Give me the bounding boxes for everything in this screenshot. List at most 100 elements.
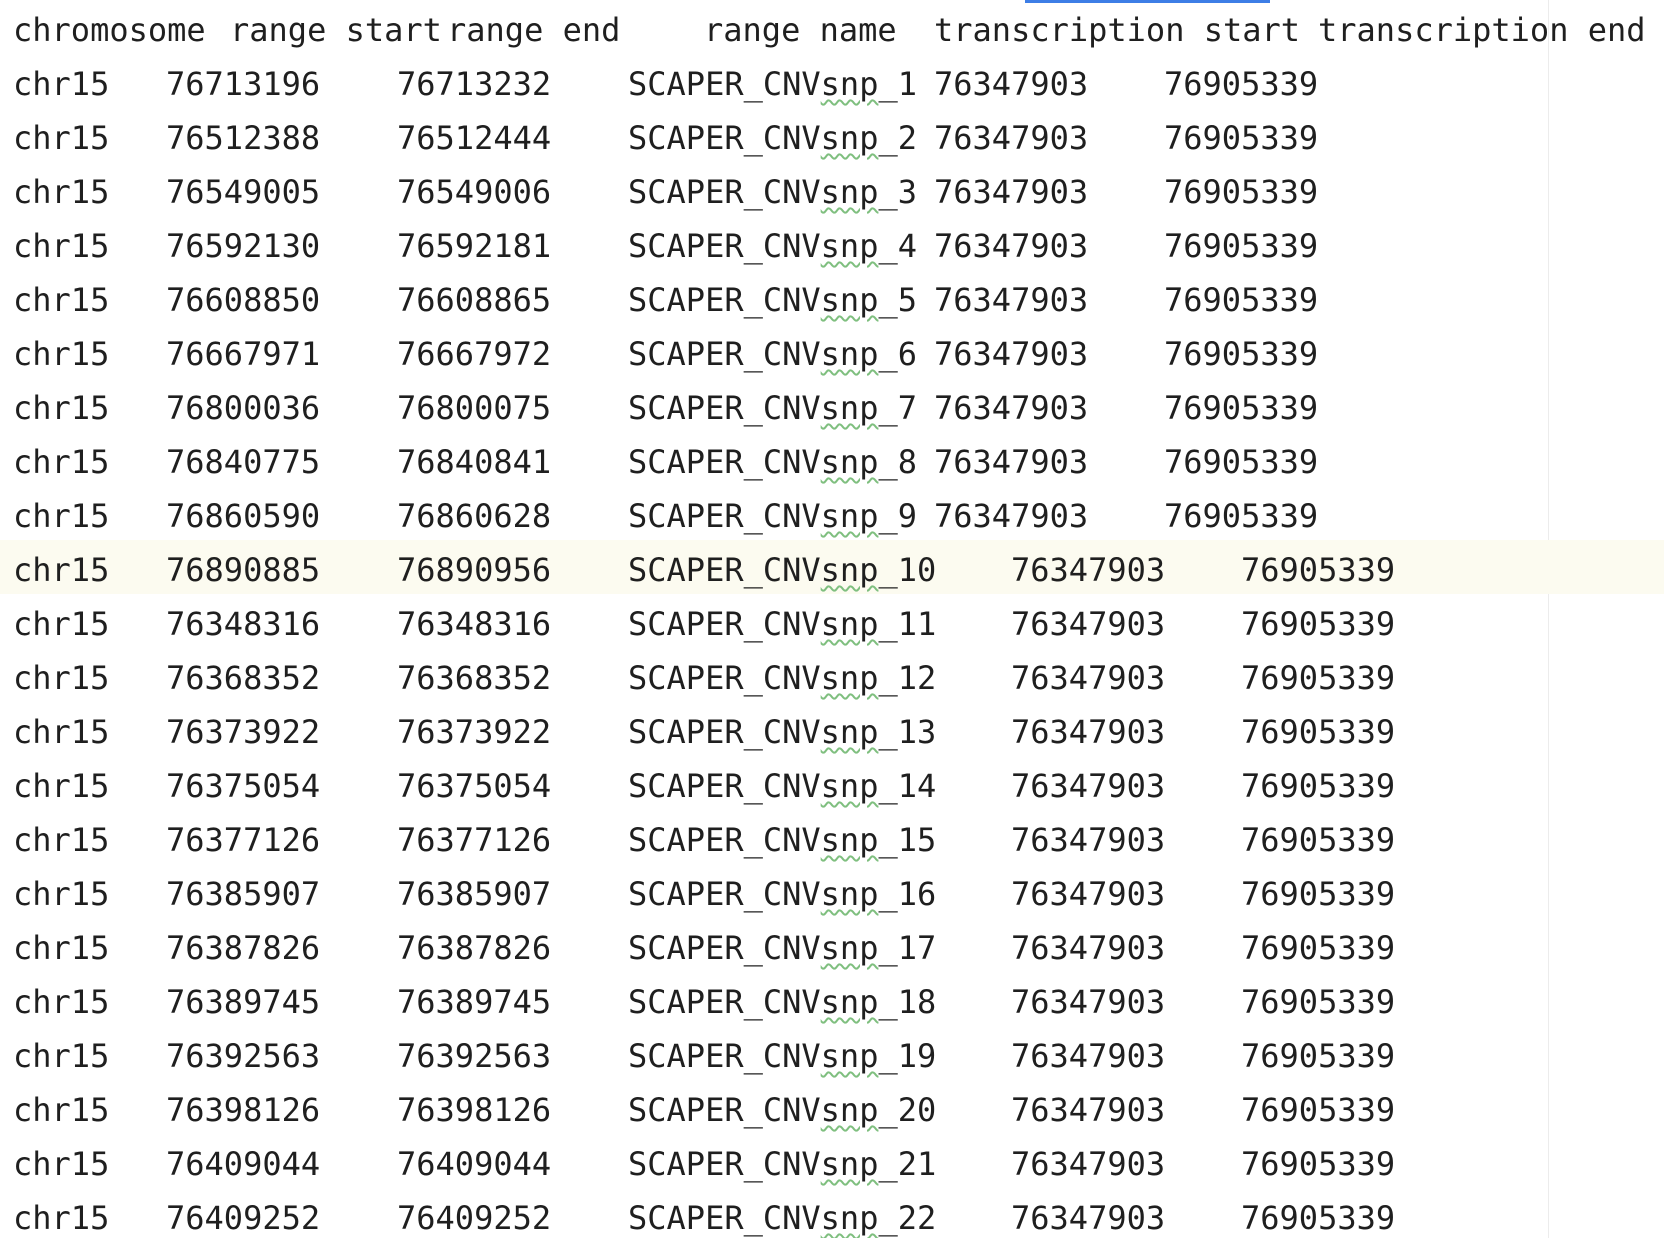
cell-chromosome: chr15 [13,767,110,805]
table-row[interactable]: chr15 76713196 76713232 SCAPER_CNVsnp_1 7634… [0,54,1664,108]
table-row[interactable]: chr15 76549005 76549006 SCAPER_CNVsnp_3 7634… [0,162,1664,216]
cell-range-name: SCAPER_CNVsnp_14 [628,767,937,805]
cell-range-start: 76608850 [166,281,321,319]
spellcheck-underline: snp [820,227,879,265]
cell-range-start: 76409044 [166,1145,321,1183]
table-row[interactable]: chr15 76608850 76608865 SCAPER_CNVsnp_5 7634… [0,270,1664,324]
cell-range-end: 76592181 [397,227,552,265]
cell-transcription-end: 76905339 [1164,173,1319,211]
header-range-end: range end [447,11,621,49]
cell-chromosome: chr15 [13,1199,110,1237]
cell-transcription-end: 76905339 [1241,659,1396,697]
cell-transcription-start: 76347903 [934,281,1089,319]
cell-transcription-start: 76347903 [1011,713,1166,751]
cell-transcription-start: 76347903 [1011,551,1166,589]
header-chromosome: chromosome [13,11,206,49]
header-line[interactable]: chromosome range start range end range n… [0,0,1664,54]
table-row[interactable]: chr15 76398126 76398126 SCAPER_CNVsnp_20 763… [0,1080,1664,1134]
cell-transcription-start: 76347903 [1011,1037,1166,1075]
spellcheck-underline: snp [820,1091,879,1129]
cell-range-name: SCAPER_CNVsnp_19 [628,1037,937,1075]
cell-chromosome: chr15 [13,821,110,859]
cell-range-start: 76385907 [166,875,321,913]
table-row[interactable]: chr15 76512388 76512444 SCAPER_CNVsnp_2 7634… [0,108,1664,162]
cell-chromosome: chr15 [13,497,110,535]
cell-chromosome: chr15 [13,335,110,373]
cell-transcription-start: 76347903 [1011,605,1166,643]
spellcheck-underline: snp [820,929,879,967]
cell-range-end: 76373922 [397,713,552,751]
cell-range-end: 76409044 [397,1145,552,1183]
cell-transcription-end: 76905339 [1241,983,1396,1021]
cell-range-name: SCAPER_CNVsnp_11 [628,605,937,643]
cell-range-end: 76368352 [397,659,552,697]
cell-chromosome: chr15 [13,929,110,967]
table-row[interactable]: chr15 76840775 76840841 SCAPER_CNVsnp_8 7634… [0,432,1664,486]
spellcheck-underline: snp [820,335,879,373]
cell-range-start: 76392563 [166,1037,321,1075]
table-row[interactable]: chr15 76348316 76348316 SCAPER_CNVsnp_11 763… [0,594,1664,648]
cell-range-end: 76890956 [397,551,552,589]
cell-range-start: 76800036 [166,389,321,427]
cell-range-end: 76387826 [397,929,552,967]
spellcheck-underline: snp [820,65,879,103]
cell-transcription-end: 76905339 [1241,767,1396,805]
cell-range-end: 76409252 [397,1199,552,1237]
table-row[interactable]: chr15 76375054 76375054 SCAPER_CNVsnp_14 763… [0,756,1664,810]
spellcheck-underline: snp [820,1037,879,1075]
table-row[interactable]: chr15 76800036 76800075 SCAPER_CNVsnp_7 7634… [0,378,1664,432]
cell-chromosome: chr15 [13,65,110,103]
header-range-start: range start [230,11,442,49]
cell-range-name: SCAPER_CNVsnp_4 [628,227,917,265]
cell-range-start: 76512388 [166,119,321,157]
cell-transcription-end: 76905339 [1164,281,1319,319]
table-row[interactable]: chr15 76409044 76409044 SCAPER_CNVsnp_21 763… [0,1134,1664,1188]
cell-range-end: 76392563 [397,1037,552,1075]
cell-transcription-start: 76347903 [934,227,1089,265]
table-row[interactable]: chr15 76389745 76389745 SCAPER_CNVsnp_18 763… [0,972,1664,1026]
cell-range-name: SCAPER_CNVsnp_9 [628,497,917,535]
spellcheck-underline: snp [820,1145,879,1183]
table-row[interactable]: chr15 76592130 76592181 SCAPER_CNVsnp_4 7634… [0,216,1664,270]
table-row[interactable]: chr15 76385907 76385907 SCAPER_CNVsnp_16 763… [0,864,1664,918]
cell-chromosome: chr15 [13,551,110,589]
table-row[interactable]: chr15 76377126 76377126 SCAPER_CNVsnp_15 763… [0,810,1664,864]
table-row[interactable]: chr15 76667971 76667972 SCAPER_CNVsnp_6 7634… [0,324,1664,378]
cell-transcription-start: 76347903 [1011,983,1166,1021]
cell-range-end: 76713232 [397,65,552,103]
table-row[interactable]: chr15 76409252 76409252 SCAPER_CNVsnp_22 763… [0,1188,1664,1238]
cell-range-start: 76377126 [166,821,321,859]
cell-range-end: 76549006 [397,173,552,211]
cell-range-start: 76860590 [166,497,321,535]
cell-chromosome: chr15 [13,983,110,1021]
cell-transcription-start: 76347903 [1011,929,1166,967]
cell-range-name: SCAPER_CNVsnp_7 [628,389,917,427]
cell-range-end: 76375054 [397,767,552,805]
header-range-name: range name [704,11,897,49]
table-row[interactable]: chr15 76368352 76368352 SCAPER_CNVsnp_12 763… [0,648,1664,702]
cell-transcription-end: 76905339 [1241,551,1396,589]
cell-transcription-start: 76347903 [934,497,1089,535]
cell-chromosome: chr15 [13,605,110,643]
cell-transcription-start: 76347903 [1011,659,1166,697]
table-row[interactable]: chr15 76860590 76860628 SCAPER_CNVsnp_9 7634… [0,486,1664,540]
cell-range-start: 76592130 [166,227,321,265]
cell-range-end: 76398126 [397,1091,552,1129]
cell-range-name: SCAPER_CNVsnp_17 [628,929,937,967]
cell-range-end: 76800075 [397,389,552,427]
cell-range-start: 76398126 [166,1091,321,1129]
cell-range-name: SCAPER_CNVsnp_22 [628,1199,937,1237]
table-row[interactable]: chr15 76392563 76392563 SCAPER_CNVsnp_19 763… [0,1026,1664,1080]
table-row[interactable]: chr15 76373922 76373922 SCAPER_CNVsnp_13 763… [0,702,1664,756]
cell-range-end: 76667972 [397,335,552,373]
cell-transcription-end: 76905339 [1164,389,1319,427]
cell-range-name: SCAPER_CNVsnp_2 [628,119,917,157]
cell-chromosome: chr15 [13,119,110,157]
table-row[interactable]: chr15 76890885 76890956 SCAPER_CNVsnp_10 763… [0,540,1664,594]
table-row[interactable]: chr15 76387826 76387826 SCAPER_CNVsnp_17 763… [0,918,1664,972]
cell-transcription-end: 76905339 [1241,713,1396,751]
cell-transcription-end: 76905339 [1241,1037,1396,1075]
cell-range-start: 76368352 [166,659,321,697]
cell-range-end: 76860628 [397,497,552,535]
